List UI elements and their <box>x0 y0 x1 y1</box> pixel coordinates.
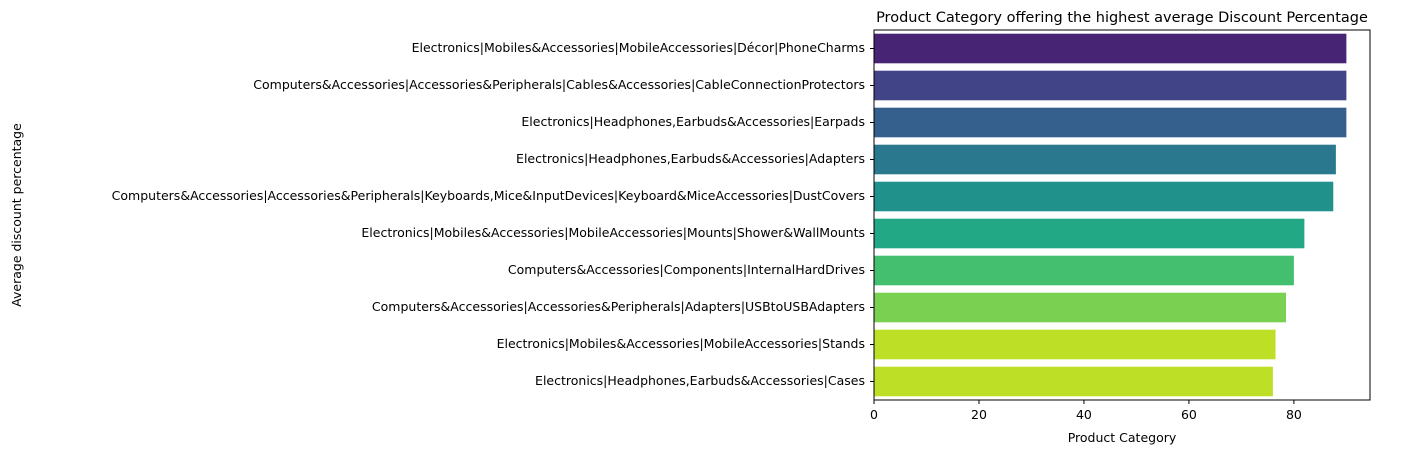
x-tick-label: 20 <box>971 407 987 422</box>
bar <box>874 181 1334 212</box>
bar <box>874 144 1336 175</box>
category-label: Electronics|Headphones,Earbuds&Accessori… <box>516 151 865 166</box>
x-tick-label: 60 <box>1181 407 1197 422</box>
bar <box>874 33 1347 64</box>
category-label: Electronics|Mobiles&Accessories|MobileAc… <box>412 40 865 55</box>
category-label: Computers&Accessories|Components|Interna… <box>508 262 865 277</box>
x-axis-label: Product Category <box>1068 430 1177 445</box>
category-label: Computers&Accessories|Accessories&Periph… <box>112 188 865 203</box>
plot-frame <box>873 29 1371 401</box>
bar <box>874 218 1305 249</box>
chart-title: Product Category offering the highest av… <box>876 10 1368 26</box>
bar <box>874 292 1287 323</box>
category-label: Electronics|Mobiles&Accessories|MobileAc… <box>497 336 865 351</box>
category-label: Electronics|Headphones,Earbuds&Accessori… <box>535 373 865 388</box>
category-label: Electronics|Headphones,Earbuds&Accessori… <box>521 114 865 129</box>
x-tick-label: 80 <box>1286 407 1302 422</box>
bar <box>874 255 1294 286</box>
x-tick-label: 0 <box>870 407 878 422</box>
x-tick-label: 40 <box>1076 407 1092 422</box>
category-label: Computers&Accessories|Accessories&Periph… <box>372 299 865 314</box>
bar <box>874 329 1276 360</box>
bar <box>874 107 1347 138</box>
category-labels: Electronics|Mobiles&Accessories|MobileAc… <box>112 40 874 388</box>
bar <box>874 366 1273 397</box>
x-axis-ticks: 0 20 40 60 80 <box>870 400 1302 422</box>
category-label: Electronics|Mobiles&Accessories|MobileAc… <box>361 225 865 240</box>
bar <box>874 70 1347 101</box>
bars-layer <box>874 33 1347 397</box>
y-axis-label: Average discount percentage <box>9 123 24 307</box>
category-label: Computers&Accessories|Accessories&Periph… <box>253 77 865 92</box>
